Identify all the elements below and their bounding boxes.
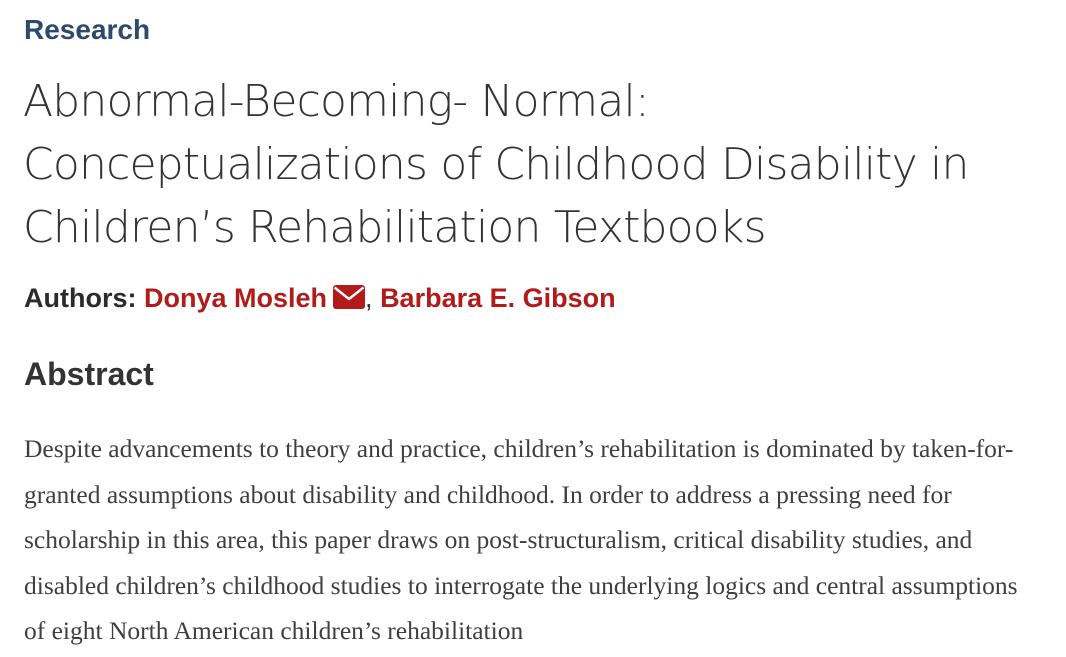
abstract-heading: Abstract xyxy=(24,356,154,392)
authors-line: Authors: Donya Mosleh , Barbara E. Gibso… xyxy=(24,278,616,318)
author-name: Donya Mosleh xyxy=(144,283,328,313)
section-label[interactable]: Research xyxy=(24,14,151,45)
author-link-donya-mosleh[interactable]: Donya Mosleh xyxy=(144,283,366,313)
envelope-icon[interactable] xyxy=(333,285,366,309)
author-separator: , xyxy=(365,283,373,313)
article-title: Abnormal-Becoming- Normal: Conceptualiza… xyxy=(23,76,969,253)
author-name: Barbara E. Gibson xyxy=(380,283,616,313)
abstract-text: Despite advancements to theory and pract… xyxy=(24,434,1018,645)
author-link-barbara-gibson[interactable]: Barbara E. Gibson xyxy=(380,283,616,313)
authors-label: Authors: xyxy=(24,283,137,313)
